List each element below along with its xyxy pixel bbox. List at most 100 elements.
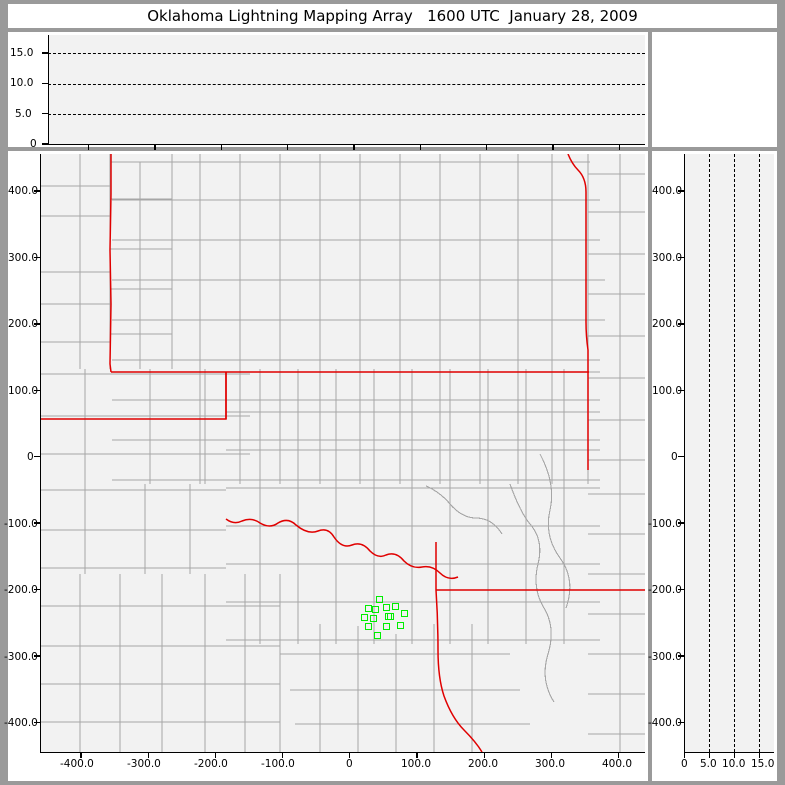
top-xtick-0 bbox=[353, 143, 355, 150]
map-xtick-400 bbox=[617, 751, 620, 758]
right-ylabel-400: 400.0 bbox=[652, 185, 683, 197]
north-vs-altitude-plot bbox=[684, 154, 774, 752]
top-ylabel-5: 5.0 bbox=[15, 107, 32, 120]
map-xtick-0 bbox=[349, 751, 351, 758]
right-ylabel--300: -300.0 bbox=[648, 650, 682, 663]
source-marker bbox=[365, 605, 372, 612]
gridline-v-15 bbox=[759, 154, 760, 752]
map-xlabel-400: 400.0 bbox=[602, 758, 633, 770]
right-ylabel--200: -200.0 bbox=[648, 584, 682, 596]
map-xlabel--100: -100.0 bbox=[261, 758, 295, 770]
right-ytick--400 bbox=[678, 721, 684, 723]
right-ylabel-200: 200.0 bbox=[652, 318, 683, 330]
gridline-h-15 bbox=[48, 53, 645, 55]
map-ylabel--200: -200.0 bbox=[4, 584, 38, 596]
top-ylabel-10: 10.0 bbox=[10, 77, 34, 90]
altitude-histogram-panel bbox=[652, 32, 777, 147]
right-xtick-5 bbox=[709, 751, 711, 758]
map-ytick-0 bbox=[34, 456, 40, 458]
top-xtick--200 bbox=[220, 143, 222, 150]
map-ylabel-400: 400.0 bbox=[8, 185, 39, 197]
map-ylabel--400: -400.0 bbox=[4, 717, 38, 729]
right-ylabel-100: 100.0 bbox=[652, 384, 683, 397]
right-xtick-10 bbox=[734, 751, 736, 758]
source-marker bbox=[370, 615, 377, 622]
map-ylabel-100: 100.0 bbox=[8, 384, 39, 397]
gridline-h-5 bbox=[48, 113, 645, 115]
source-marker bbox=[361, 614, 368, 621]
top-xtick-300 bbox=[552, 143, 554, 150]
source-marker bbox=[372, 606, 379, 613]
altitude-vs-east-panel: 0 5.0 10.0 15.0 -400.0 -300.0 -200.0 -10… bbox=[8, 32, 648, 162]
right-ytick-400 bbox=[678, 190, 684, 192]
top-xtick-100 bbox=[419, 143, 421, 150]
right-ylabel--100: -100.0 bbox=[648, 517, 682, 530]
right-xaxis-line bbox=[684, 751, 774, 753]
right-ytick-0 bbox=[678, 456, 684, 458]
top-yaxis-line bbox=[48, 35, 50, 144]
title-bar: Oklahoma Lightning Mapping Array 1600 UT… bbox=[8, 4, 777, 28]
map-ylabel--300: -300.0 bbox=[4, 650, 38, 663]
north-vs-altitude-panel: 400.0 300.0 200.0 100.0 0 -100.0 -200.0 … bbox=[648, 151, 777, 781]
source-marker bbox=[383, 604, 390, 611]
map-xtick--400 bbox=[80, 751, 82, 758]
plan-view-map-plot bbox=[40, 154, 645, 752]
map-ytick-300 bbox=[34, 256, 40, 259]
right-xlabel-0: 0 bbox=[681, 758, 688, 770]
right-ytick--100 bbox=[678, 522, 684, 524]
map-xlabel-100: 100.0 bbox=[401, 758, 432, 770]
top-xtick--400 bbox=[87, 143, 90, 150]
source-marker bbox=[392, 603, 399, 610]
right-ylabel--400: -400.0 bbox=[648, 717, 682, 729]
map-ytick--100 bbox=[34, 522, 40, 524]
right-xlabel-5: 5.0 bbox=[700, 758, 717, 770]
top-xaxis-line bbox=[48, 143, 645, 145]
map-ylabel-0: 0 bbox=[27, 451, 34, 463]
source-marker bbox=[397, 622, 404, 629]
top-xtick-400 bbox=[618, 143, 620, 150]
map-xtick--300 bbox=[147, 751, 149, 758]
right-ytick-300 bbox=[678, 256, 684, 259]
map-ylabel-300: 300.0 bbox=[8, 251, 39, 264]
source-marker bbox=[385, 613, 392, 620]
right-xtick-0 bbox=[684, 751, 686, 758]
right-xlabel-15: 15.0 bbox=[751, 758, 775, 770]
top-ytick-0 bbox=[42, 143, 48, 145]
map-xtick-100 bbox=[416, 751, 418, 758]
gridline-v-5 bbox=[709, 154, 710, 752]
map-xlabel--300: -300.0 bbox=[127, 758, 161, 770]
map-xtick-300 bbox=[550, 751, 553, 758]
source-marker bbox=[376, 596, 383, 603]
altitude-vs-east-plot bbox=[48, 35, 645, 144]
map-xtick-200 bbox=[483, 751, 485, 758]
right-xtick-15 bbox=[759, 751, 761, 758]
right-yaxis-line bbox=[684, 154, 686, 752]
right-ytick--200 bbox=[678, 588, 684, 591]
map-xlabel-200: 200.0 bbox=[468, 758, 499, 770]
map-ytick-100 bbox=[34, 389, 40, 391]
source-marker bbox=[401, 610, 408, 617]
source-marker bbox=[383, 623, 390, 630]
top-xtick--300 bbox=[154, 143, 156, 150]
right-xlabel-10: 10.0 bbox=[722, 758, 746, 770]
map-xtick--100 bbox=[281, 751, 284, 758]
map-xlabel--200: -200.0 bbox=[194, 758, 228, 770]
right-ylabel-0: 0 bbox=[671, 451, 678, 463]
source-marker bbox=[374, 632, 381, 639]
map-ytick--400 bbox=[34, 721, 40, 723]
top-xtick--100 bbox=[286, 143, 289, 150]
map-ylabel-200: 200.0 bbox=[8, 318, 39, 330]
right-ytick-200 bbox=[678, 323, 684, 325]
right-ytick-100 bbox=[678, 389, 684, 391]
gridline-v-10 bbox=[734, 154, 735, 752]
map-yaxis-line bbox=[40, 154, 42, 752]
county-boundaries-layer bbox=[40, 154, 645, 752]
gridline-h-10 bbox=[48, 83, 645, 85]
state-boundaries-layer bbox=[40, 154, 645, 752]
map-xaxis-line bbox=[40, 751, 645, 753]
top-ytick-5 bbox=[42, 113, 48, 115]
top-ytick-10 bbox=[42, 82, 48, 85]
map-xlabel-0: 0 bbox=[346, 758, 353, 770]
right-ylabel-300: 300.0 bbox=[652, 251, 683, 264]
